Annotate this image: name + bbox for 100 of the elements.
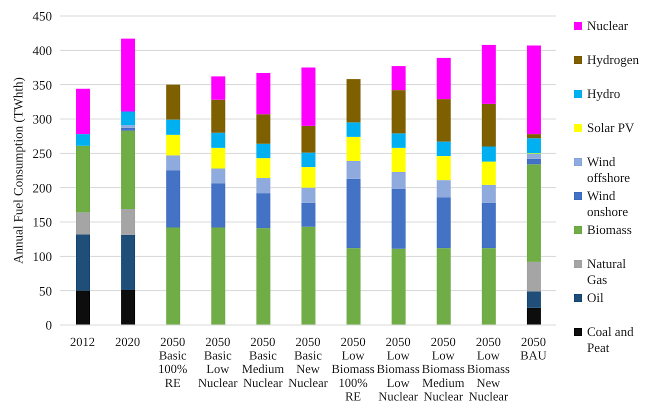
bar [392,66,406,90]
bar [166,170,180,228]
legend-label: Coal and Peat [587,324,635,356]
bar [76,146,90,212]
bar [256,72,270,114]
bar [526,158,541,164]
legend-label: Solar PV [587,120,636,136]
bar [436,142,451,156]
bar [256,114,270,144]
bar [121,38,136,112]
bar [211,168,226,184]
bar [301,126,316,153]
y-axis-title: Annual Fuel Consumption (TWhth) [10,77,26,264]
bar [76,234,90,291]
bar [301,152,316,168]
bar [482,184,496,203]
bar [121,208,136,236]
bar [346,79,361,122]
bar [482,202,496,248]
bar [346,248,361,325]
x-tick-label: 2050 BAU [520,335,547,363]
bar [211,132,226,148]
bar [256,193,270,228]
x-tick-label: 2050 Low Biomass 100% RE [332,335,375,404]
x-tick-label: 2050 Basic Low Nuclear [198,335,238,390]
bar [256,158,270,178]
bar [301,188,316,203]
legend-label: Biomass [587,222,633,238]
bar [526,262,541,292]
bar [211,184,226,228]
bar [301,167,316,188]
bar [166,155,180,170]
y-tick-label: 250 [32,146,52,161]
bar [392,133,406,148]
bar [121,290,136,325]
bar [526,308,541,325]
bar [482,104,496,146]
bar [346,160,361,179]
bar [392,248,406,325]
x-tick-label: 2012 [70,335,96,349]
legend-label: Hydrogen [587,52,640,68]
bar [482,162,496,185]
y-tick-label: 450 [32,8,52,24]
y-tick-label: 150 [32,214,52,230]
y-tick-label: 350 [32,77,52,92]
bar [121,128,136,131]
y-tick-label: 300 [32,112,52,127]
legend-label: Oil [587,290,605,306]
bar [166,120,180,135]
x-tick-label: 2050 Low Biomass Low Nuclear [376,335,420,404]
bar [482,44,496,104]
x-tick-label: 2050 Basic 100% RE [158,335,188,390]
bar [256,228,270,325]
bar [121,130,136,209]
bar [301,202,316,227]
x-tick-label: 2050 Basic New Nuclear [288,335,329,390]
y-tick-label: 50 [39,283,52,298]
bar [121,111,136,126]
bar [526,134,541,138]
bar [121,235,136,290]
bar [256,178,270,194]
y-tick-label: 200 [32,180,52,196]
bar [121,125,136,128]
legend-label: Natural Gas [587,256,627,288]
y-tick-label: 100 [32,248,52,264]
bar [211,227,226,325]
bar [301,68,316,126]
legend-label: Wind offshore [587,154,632,186]
bar [76,134,90,146]
bar [526,46,541,134]
bar [346,122,361,137]
bar [526,291,541,308]
bar [436,248,451,325]
bar [76,290,90,325]
bar [482,248,496,325]
bar [526,138,541,154]
bar [76,88,90,134]
legend-label: Nuclear [587,18,630,34]
bar [211,148,226,168]
x-tick-label: 2050 Low Biomass Medium Nuclear [422,335,465,404]
y-tick-label: 0 [46,318,52,333]
bar [436,99,451,142]
x-tick-label: 2020 [115,335,140,349]
bar [392,90,406,134]
bar [526,164,541,262]
bar [436,197,451,248]
y-tick-label: 400 [32,42,52,58]
bar [166,134,180,156]
bar [256,144,270,158]
bar [346,136,361,161]
bar [482,146,496,162]
bar [346,178,361,248]
bar [436,180,451,198]
legend-label: Hydro [587,86,622,102]
bar [392,189,406,249]
bar [166,84,180,120]
bar [436,58,451,100]
x-tick-label: 2050 Low Biomass New Nuclear [466,335,510,404]
bar [76,212,90,234]
bar [166,227,180,325]
